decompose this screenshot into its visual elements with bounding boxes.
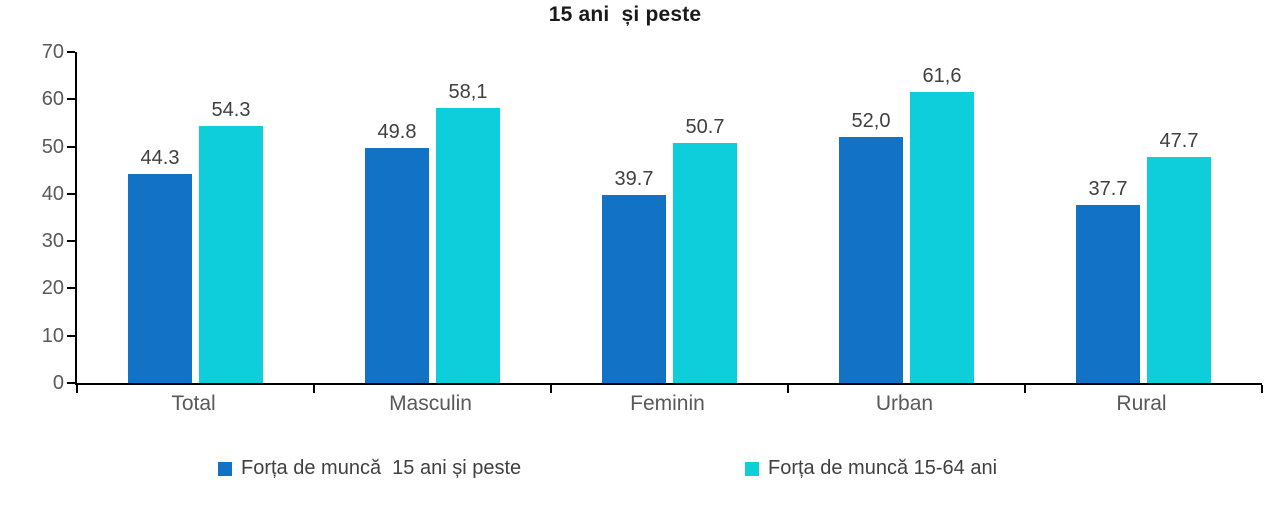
y-axis-tick [67, 98, 75, 101]
y-axis-label-40: 40 [41, 182, 64, 205]
legend-label-15-64: Forța de muncă 15-64 ani [768, 457, 998, 479]
bar-value-label: 44.3 [140, 146, 180, 169]
bar-value-label: 50.7 [685, 116, 725, 139]
legend-item-15-plus: Forța de muncă 15 ani și peste [218, 457, 521, 480]
y-axis-tick [67, 240, 75, 243]
x-axis-tick [550, 385, 552, 393]
category-label-feminin: Feminin [630, 392, 705, 415]
bar-group-feminin: 39.7 50.7 [551, 52, 788, 383]
bar-value-label: 47.7 [1159, 130, 1199, 153]
legend-label-15-plus: Forța de muncă 15 ani și peste [241, 457, 522, 479]
bar-group-urban: 52,0 61,6 [788, 52, 1025, 383]
bar-value-label: 49.8 [377, 120, 417, 143]
x-axis-category-labels: Total Masculin Feminin Urban Rural [75, 392, 1260, 418]
legend-swatch-15-64 [745, 461, 759, 476]
bar-total-for-a-de-munc-15-64-ani: 54.3 [199, 99, 263, 383]
x-axis-tick [313, 385, 315, 393]
y-axis-label-0: 0 [52, 372, 64, 394]
bar-feminin-for-a-de-munc-15-64-ani: 50.7 [673, 116, 737, 383]
bar-masculin-for-a-de-munc-15-64-ani: 58,1 [436, 81, 500, 383]
y-axis-tick [67, 382, 75, 384]
bar-value-label: 39.7 [614, 168, 654, 191]
y-axis-label-10: 10 [41, 324, 64, 347]
y-axis-label-20: 20 [41, 277, 64, 300]
bar-value-label: 58,1 [448, 81, 488, 104]
chart-title: 15 ani și peste [548, 3, 702, 26]
bar-value-label: 54.3 [211, 99, 251, 122]
category-label-urban: Urban [875, 392, 934, 415]
legend-item-15-64: Forța de muncă 15-64 ani [745, 457, 997, 480]
bar-value-label: 61,6 [922, 64, 962, 87]
bar-group-rural: 37.7 47.7 [1025, 52, 1262, 383]
legend-swatch-15-plus [218, 461, 232, 476]
bar-urban-for-a-de-munc-15-64-ani: 61,6 [910, 65, 974, 383]
bar-rural-for-a-de-munc-15-64-ani: 47.7 [1147, 130, 1211, 383]
x-axis-tick [787, 385, 789, 393]
bar-masculin-for-a-de-munc-15-ani-i-peste: 49.8 [365, 121, 429, 383]
bar-rural-for-a-de-munc-15-ani-i-peste: 37.7 [1076, 178, 1140, 383]
y-axis-tick [67, 51, 75, 53]
x-axis-tick [76, 385, 78, 393]
bar-group-masculin: 49.8 58,1 [314, 52, 551, 383]
x-axis-tick [1261, 385, 1263, 393]
y-axis-label-30: 30 [41, 230, 64, 253]
y-axis-tick [67, 192, 75, 195]
bar-total-for-a-de-munc-15-ani-i-peste: 44.3 [128, 147, 192, 383]
bar-feminin-for-a-de-munc-15-ani-i-peste: 39.7 [602, 168, 666, 383]
bar-value-label: 37.7 [1088, 177, 1128, 200]
plot-area: 0 10 20 30 40 50 60 70 44.3 54.3 49.8 58,1 39.7 50.7 5… [42, 41, 1263, 394]
y-axis-tick [67, 287, 75, 290]
category-label-rural: Rural [1116, 392, 1167, 415]
category-label-masculin: Masculin [389, 392, 472, 415]
bar-value-label: 52,0 [851, 110, 891, 133]
category-label-total: Total [171, 392, 216, 415]
y-axis-label-60: 60 [41, 88, 64, 111]
bar-urban-for-a-de-munc-15-ani-i-peste: 52,0 [839, 110, 903, 383]
y-axis-label-70: 70 [41, 41, 64, 63]
y-axis-label-50: 50 [41, 135, 64, 158]
y-axis-tick [67, 145, 75, 148]
bar-group-total: 44.3 54.3 [77, 52, 314, 383]
y-axis-tick [67, 334, 75, 337]
x-axis-tick [1024, 385, 1026, 393]
